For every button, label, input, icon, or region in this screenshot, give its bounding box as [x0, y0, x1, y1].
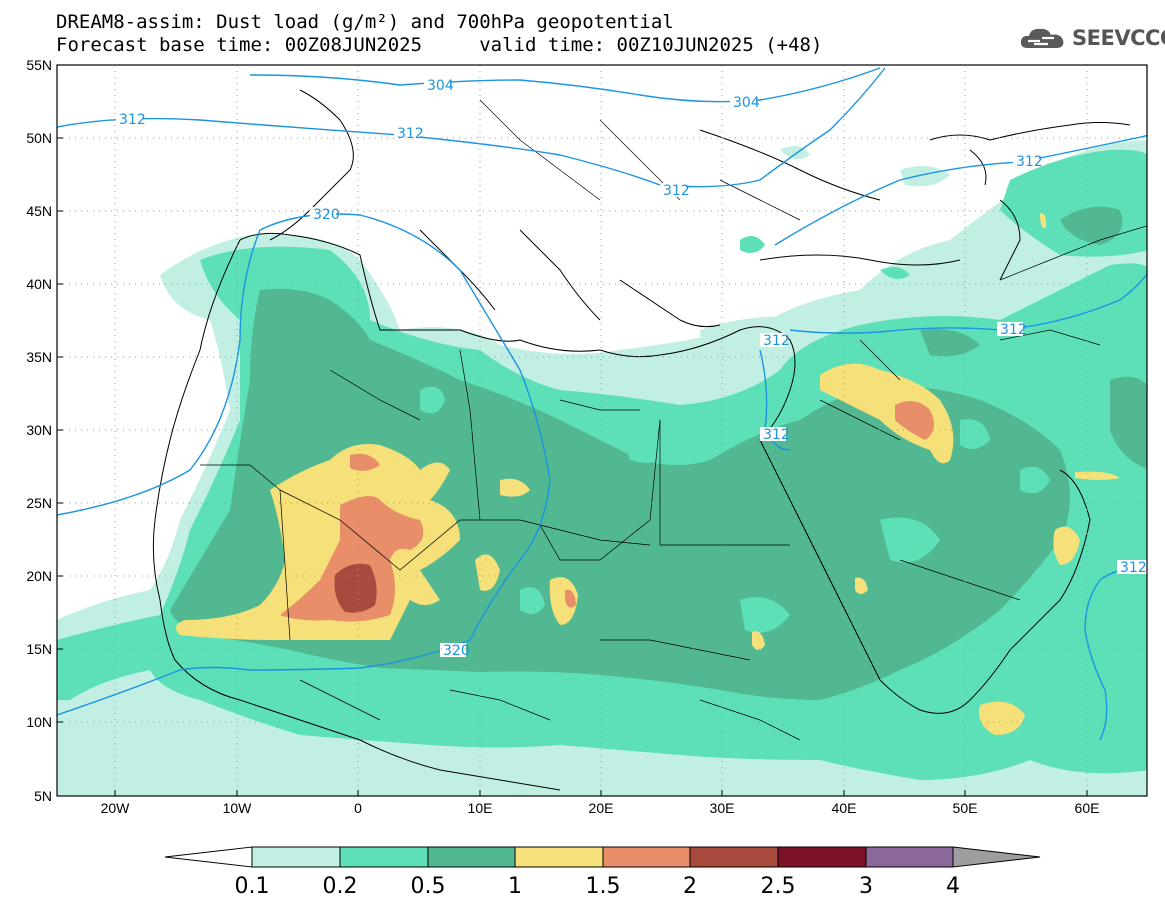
colorbar-tick: 1 [508, 874, 522, 899]
colorbar-tick: 2.5 [761, 874, 796, 899]
lat-label: 20N [26, 568, 52, 584]
map-area: 304 304 312 312 312 312 312 312 312 312 … [57, 65, 1147, 796]
contour-label: 312 [1000, 322, 1027, 338]
lat-label: 15N [26, 641, 52, 657]
colorbar-swatch [602, 846, 691, 868]
colorbar-swatch [777, 846, 867, 868]
lon-label: 30E [710, 800, 735, 816]
lat-label: 30N [26, 422, 52, 438]
seevccc-logo: SEEVCCC [1018, 24, 1165, 52]
contour-label: 312 [1120, 560, 1147, 576]
lat-label: 40N [26, 276, 52, 292]
colorbar-tick: 1.5 [586, 874, 621, 899]
lon-label: 10E [468, 800, 493, 816]
contour-label: 320 [313, 207, 340, 223]
dust-mint-holes [420, 386, 1050, 633]
contour-label: 304 [733, 95, 760, 111]
lon-label: 60E [1075, 800, 1100, 816]
colorbar-low-arrow [164, 846, 253, 868]
dust-level-1.5 [280, 401, 934, 622]
forecast-time-subtitle: Forecast base time: 00Z08JUN2025 valid t… [56, 34, 823, 56]
colorbar-tick: 2 [683, 874, 697, 899]
latitude-labels: 55N 50N 45N 40N 35N 30N 25N 20N 15N 10N … [26, 57, 52, 804]
axis-ticks [57, 137, 1088, 796]
colorbar-swatch [865, 846, 954, 868]
colorbar [164, 846, 1041, 868]
colorbar-tick: 0.2 [323, 874, 358, 899]
colorbar-ticks: 0.1 0.2 0.5 1 1.5 2 2.5 3 4 [235, 874, 961, 899]
lat-label: 25N [26, 495, 52, 511]
contour-label: 312 [119, 112, 146, 128]
logo-text: SEEVCCC [1072, 26, 1165, 50]
cloud-icon [1020, 28, 1064, 48]
contour-label: 312 [763, 427, 790, 443]
lon-label: 40E [832, 800, 857, 816]
lat-label: 10N [26, 714, 52, 730]
colorbar-swatch [339, 846, 429, 868]
colorbar-swatch [689, 846, 779, 868]
lat-label: 55N [26, 57, 52, 73]
lon-label: 10W [223, 800, 253, 816]
contour-label: 312 [1016, 154, 1043, 170]
colorbar-tick: 4 [946, 874, 960, 899]
lat-label: 5N [34, 788, 52, 804]
contour-label: 312 [663, 183, 690, 199]
contour-labels: 304 304 312 312 312 312 312 312 312 312 … [116, 78, 1147, 659]
contour-label: 312 [763, 333, 790, 349]
lat-label: 45N [26, 203, 52, 219]
contour-label: 312 [397, 126, 424, 142]
colorbar-swatch [427, 846, 516, 868]
longitude-labels: 20W 10W 0 10E 20E 30E 40E 50E 60E [101, 800, 1100, 816]
contour-label: 304 [427, 78, 454, 94]
lon-label: 20E [589, 800, 614, 816]
colorbar-swatch [514, 846, 604, 868]
lat-label: 50N [26, 130, 52, 146]
colorbar-tick: 3 [859, 874, 873, 899]
colorbar-high-arrow [952, 846, 1041, 868]
lon-label: 0 [354, 800, 362, 816]
colorbar-swatch [251, 846, 341, 868]
coastlines [152, 89, 1131, 791]
colorbar-tick: 0.1 [235, 874, 270, 899]
contour-label: 320 [443, 643, 470, 659]
dust-level-2 [334, 563, 377, 613]
lon-label: 20W [101, 800, 131, 816]
lat-label: 35N [26, 349, 52, 365]
lon-label: 50E [953, 800, 978, 816]
map-title: DREAM8-assim: Dust load (g/m²) and 700hP… [56, 11, 674, 33]
colorbar-tick: 0.5 [411, 874, 446, 899]
geopotential-contours [57, 67, 1147, 741]
